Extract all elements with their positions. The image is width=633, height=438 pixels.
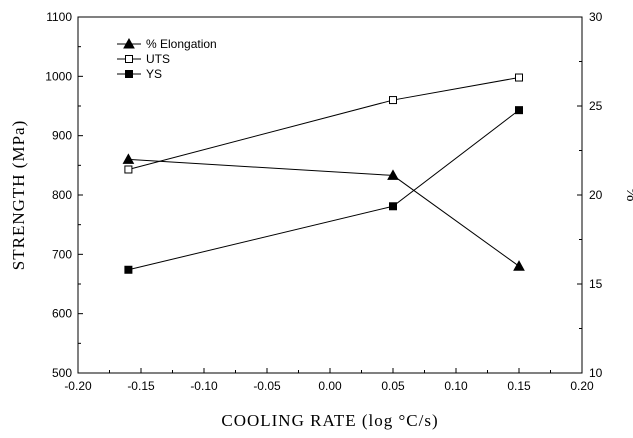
y2-tick-label: 10 [589,366,603,380]
x-tick-label: 0.10 [444,379,468,393]
x-axis-title: COOLING RATE (log °C/s) [221,411,438,430]
y-tick-label: 600 [52,307,72,321]
y-axis-ticks: 500 600 700 800 900 1000 1100 [45,10,83,380]
y2-tick-label: 25 [589,99,603,113]
legend-label: % Elongation [146,37,217,51]
x-tick-label: 0.20 [570,379,594,393]
legend-label: YS [146,67,162,81]
series-line [128,109,520,271]
x-tick-label: -0.05 [253,379,281,393]
y2-tick-label: 15 [589,277,603,291]
series-elongation [122,153,525,271]
y-tick-label: 1100 [46,10,72,24]
y-tick-label: 900 [52,129,72,143]
x-tick-label: -0.20 [64,379,92,393]
y-tick-label: 500 [52,366,72,380]
y-tick-label: 1000 [45,69,72,83]
series-line [128,77,520,170]
y2-tick-label: 20 [589,188,603,202]
series-ys [124,106,523,274]
data-point [124,265,133,274]
y2-axis-title: % [623,187,633,202]
y-tick-label: 700 [52,247,72,261]
x-tick-label: 0.00 [318,379,342,393]
y2-tick-label: 30 [589,10,603,24]
x-tick-label: -0.15 [127,379,155,393]
series-line [128,158,520,267]
x-tick-label: 0.05 [381,379,405,393]
legend-marker [125,55,133,63]
y2-axis-ticks: 10 15 20 25 30 [577,10,603,380]
x-axis-ticks: -0.20 -0.15 -0.10 -0.05 0.00 0.05 0.10 0.15 0.20 [64,368,594,393]
legend-item: YS [117,67,162,81]
y-tick-label: 800 [52,188,72,202]
legend-item: UTS [117,52,170,66]
data-point [122,153,135,164]
legend-item: % Elongation [117,37,217,51]
data-point [515,106,523,115]
series-layer [122,73,525,274]
series-uts [124,73,523,174]
data-point [389,202,397,211]
data-point [387,169,399,180]
legend-marker [125,70,133,78]
x-tick-label: 0.15 [507,379,531,393]
y-axis-title: STRENGTH (MPa) [9,120,28,270]
data-point [389,96,397,105]
data-point [124,165,133,174]
legend-marker [123,37,135,49]
data-point [515,73,523,82]
legend-label: UTS [146,52,170,66]
x-tick-label: -0.10 [190,379,218,393]
data-point [513,260,525,271]
